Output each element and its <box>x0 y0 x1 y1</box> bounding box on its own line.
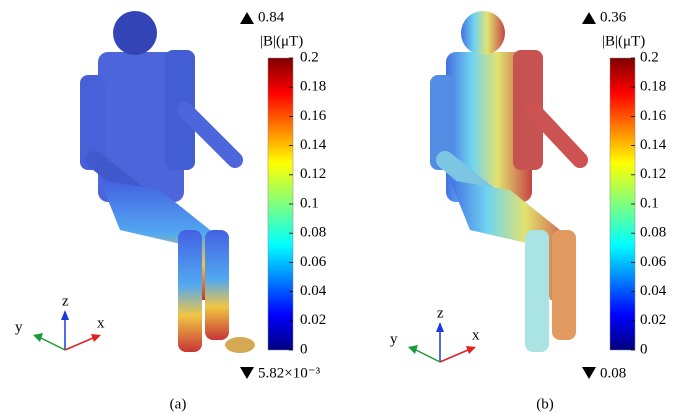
colorbar-tick-label: 0.18 <box>640 79 666 95</box>
figure: 0 0.02 0.04 0.06 0.08 0.1 0.12 0.14 0.16 0.18 0.2 0… <box>0 0 675 419</box>
colorbar-tick-label: 0 <box>300 341 308 357</box>
colorbar-tick-label: 0.08 <box>640 225 666 241</box>
colorbar-tick-label: 0.18 <box>300 79 326 95</box>
max-label: 0.84 <box>258 9 285 25</box>
max-marker <box>240 12 254 24</box>
colorbar-tick-label: 0 <box>640 341 648 357</box>
colorbar-tick-label: 0.06 <box>300 254 327 270</box>
axis-y-head <box>408 345 418 354</box>
colorbar-tick-label: 0.1 <box>300 195 319 211</box>
colorbar-tick-label: 0.14 <box>640 137 667 153</box>
min-marker <box>240 367 254 379</box>
unit-label: |B|(μT) <box>260 33 303 49</box>
colorbar-tick-label: 0.2 <box>640 49 659 65</box>
colorbar-tick-label: 0.08 <box>300 225 326 241</box>
min-label: 5.82×10⁻³ <box>258 365 321 381</box>
axis-y <box>416 350 440 362</box>
colorbar-tick-label: 0.2 <box>300 49 319 65</box>
axis-x <box>440 350 468 362</box>
max-label: 0.36 <box>600 9 627 25</box>
axis-z-label: z <box>62 293 69 309</box>
axis-z-head <box>61 310 69 320</box>
axis-x-label: x <box>472 327 480 343</box>
colorbar-tick-label: 0.1 <box>640 195 659 211</box>
axis-x-label: x <box>97 315 105 331</box>
colorbar-tick-label: 0.16 <box>640 108 667 124</box>
min-marker <box>582 367 596 379</box>
body-b <box>430 11 580 352</box>
axis-z-head <box>436 322 444 332</box>
caption: (a) <box>170 396 187 412</box>
axis-x-head <box>466 346 476 354</box>
colorbar-tick-label: 0.04 <box>640 283 667 299</box>
body-a <box>80 11 255 353</box>
axis-y-head <box>33 333 43 342</box>
colorbar-tick-label: 0.04 <box>300 283 327 299</box>
caption: (b) <box>536 396 554 412</box>
axis-y-label: y <box>15 319 23 335</box>
colorbar-tick-label: 0.12 <box>640 166 666 182</box>
colorbar-tick-label: 0.12 <box>300 166 326 182</box>
colorbar-tick-label: 0.02 <box>300 312 326 328</box>
unit-label: |B|(μT) <box>602 33 645 49</box>
colorbar-tick-label: 0.02 <box>640 312 666 328</box>
colorbar-tick-label: 0.06 <box>640 254 667 270</box>
max-marker <box>582 12 596 24</box>
axis-x <box>65 338 93 350</box>
axis-x-head <box>91 334 101 342</box>
axis-y-label: y <box>390 331 398 347</box>
axis-y <box>41 338 65 350</box>
colorbar-tick-label: 0.14 <box>300 137 327 153</box>
colorbar-tick-label: 0.16 <box>300 108 327 124</box>
axis-z-label: z <box>437 305 444 321</box>
min-label: 0.08 <box>600 365 626 381</box>
